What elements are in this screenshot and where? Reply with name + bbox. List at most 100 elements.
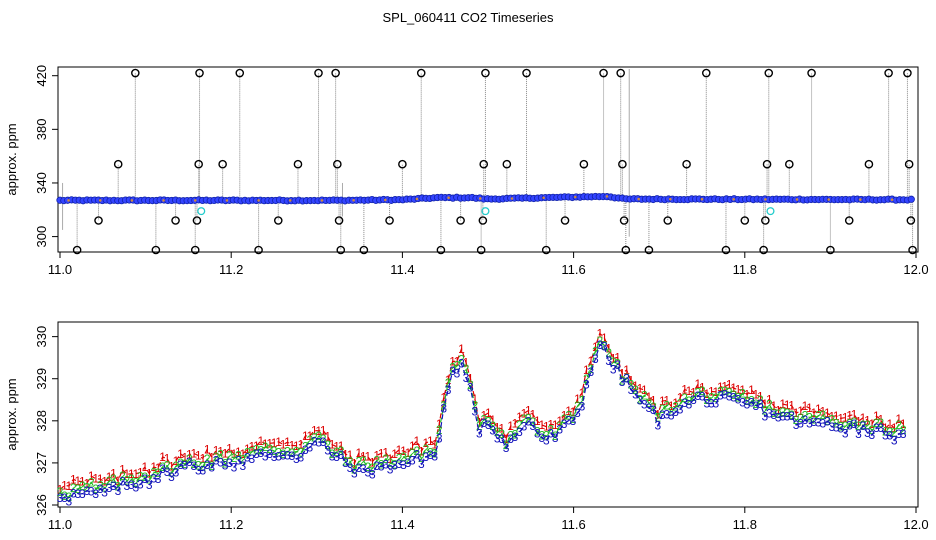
- series-marker-1: 1: [775, 403, 782, 417]
- series-marker-3: 3: [97, 482, 104, 496]
- series-marker-2: 2: [150, 465, 157, 479]
- spike-point: [762, 159, 772, 169]
- series-marker-2: 2: [512, 427, 519, 441]
- series-marker-2: 2: [708, 391, 715, 405]
- series-marker-3: 3: [79, 487, 86, 501]
- series-marker-2: 2: [869, 423, 876, 437]
- series-marker-1: 1: [66, 479, 73, 493]
- series-marker-1: 1: [311, 424, 318, 438]
- series-marker-1: 1: [164, 452, 171, 466]
- series-marker-2: 2: [864, 418, 871, 432]
- series-marker-1: 1: [596, 326, 603, 340]
- spike-point: [334, 216, 344, 225]
- series-marker-2: 2: [186, 452, 193, 466]
- series-marker-2: 2: [530, 415, 537, 429]
- series-marker-1: 1: [561, 408, 568, 422]
- series-marker-3: 3: [248, 452, 255, 466]
- series-marker-2: 2: [583, 372, 590, 386]
- series-marker-1: 1: [748, 383, 755, 397]
- series-marker-2: 2: [623, 371, 630, 385]
- series-marker-1: 1: [498, 422, 505, 436]
- series-marker-2: 2: [190, 457, 197, 471]
- series-marker-2: 2: [70, 481, 77, 495]
- series-marker-3: 3: [88, 485, 95, 499]
- series-marker-2: 2: [851, 415, 858, 429]
- spike-point: [331, 68, 340, 78]
- accent-point: [859, 198, 862, 201]
- series-marker-2: 2: [538, 428, 545, 442]
- series-marker-2: 2: [248, 445, 255, 459]
- series-marker-2: 2: [588, 362, 595, 376]
- series-marker-1: 1: [244, 442, 251, 456]
- series-marker-2: 2: [561, 412, 568, 426]
- spike-point: [195, 68, 204, 78]
- series-marker-1: 1: [360, 449, 367, 463]
- series-marker-3: 3: [650, 403, 657, 417]
- series-marker-1: 1: [570, 405, 577, 419]
- series-marker-1: 1: [828, 409, 835, 423]
- series-marker-3: 3: [177, 458, 184, 472]
- series-marker-3: 3: [57, 491, 64, 505]
- series-marker-2: 2: [284, 444, 291, 458]
- series-marker-1: 1: [146, 466, 153, 480]
- x-tick-label: 11.6: [561, 517, 585, 532]
- series-marker-1: 1: [574, 392, 581, 406]
- series-marker-2: 2: [231, 451, 238, 465]
- series-marker-2: 2: [766, 398, 773, 412]
- series-marker-1: 1: [92, 472, 99, 486]
- spike-point: [560, 216, 570, 225]
- series-marker-2: 2: [637, 393, 644, 407]
- series-marker-2: 2: [262, 440, 269, 454]
- series-marker-3: 3: [289, 449, 296, 463]
- series-marker-3: 3: [186, 455, 193, 469]
- series-marker-2: 2: [217, 447, 224, 461]
- series-marker-3: 3: [681, 396, 688, 410]
- series-marker-1: 1: [820, 405, 827, 419]
- spike-point: [618, 159, 627, 169]
- cyan-point: [197, 207, 206, 216]
- series-marker-3: 3: [641, 397, 648, 411]
- series-marker-3: 3: [231, 461, 238, 475]
- series-marker-2: 2: [788, 408, 795, 422]
- series-marker-2: 2: [828, 413, 835, 427]
- series-marker-2: 2: [480, 413, 487, 427]
- series-marker-3: 3: [744, 397, 751, 411]
- x-tick-label: 12.0: [903, 262, 928, 277]
- series-marker-1: 1: [538, 418, 545, 432]
- series-marker-3: 3: [784, 409, 791, 423]
- series-marker-3: 3: [757, 397, 764, 411]
- series-marker-1: 1: [150, 460, 157, 474]
- series-marker-2: 2: [659, 402, 666, 416]
- series-marker-2: 2: [146, 472, 153, 486]
- series-marker-1: 1: [802, 399, 809, 413]
- series-marker-2: 2: [79, 479, 86, 493]
- series-marker-2: 2: [440, 398, 447, 412]
- series-marker-1: 1: [315, 424, 322, 438]
- series-marker-3: 3: [583, 378, 590, 392]
- series-marker-3: 3: [164, 465, 171, 479]
- series-marker-1: 1: [97, 472, 104, 486]
- cyan-point: [481, 207, 490, 216]
- series-marker-3: 3: [623, 372, 630, 386]
- series-marker-2: 2: [820, 408, 827, 422]
- series-marker-3: 3: [168, 470, 175, 484]
- spike-point: [190, 245, 200, 255]
- series-marker-3: 3: [824, 415, 831, 429]
- series-marker-2: 2: [579, 394, 586, 408]
- x-tick-label: 11.4: [390, 262, 414, 277]
- series-marker-1: 1: [83, 476, 90, 490]
- series-marker-3: 3: [382, 457, 389, 471]
- spike-point: [398, 159, 407, 169]
- series-marker-2: 2: [83, 480, 90, 494]
- series-marker-3: 3: [659, 408, 666, 422]
- series-marker-3: 3: [873, 421, 880, 435]
- series-marker-3: 3: [190, 459, 197, 473]
- series-marker-2: 2: [387, 456, 394, 470]
- series-marker-1: 1: [418, 444, 425, 458]
- series-marker-3: 3: [458, 357, 465, 371]
- accent-point: [383, 198, 387, 202]
- series-marker-3: 3: [480, 416, 487, 430]
- series-marker-3: 3: [788, 409, 795, 423]
- series-marker-1: 1: [204, 442, 211, 456]
- series-marker-2: 2: [891, 425, 898, 439]
